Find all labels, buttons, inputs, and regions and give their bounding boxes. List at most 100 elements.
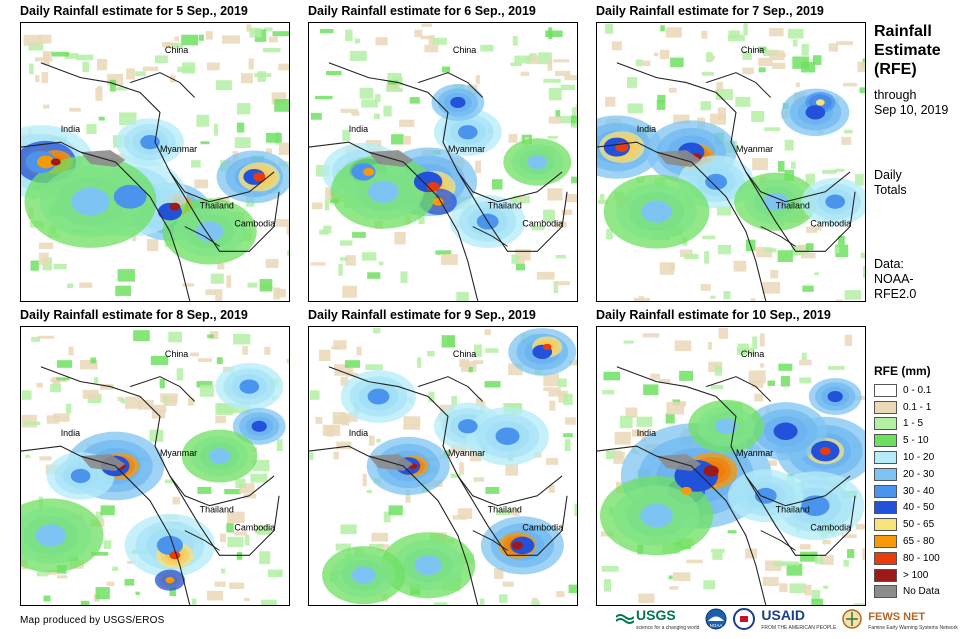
through-text: through Sep 10, 2019 [874, 88, 948, 118]
logo-strip: USGS science for a changing world NOAA U… [616, 605, 958, 633]
map-label-cambodia: Cambodia [810, 523, 851, 533]
map-label-cambodia: Cambodia [522, 219, 563, 229]
legend-item: 20 - 30 [874, 466, 940, 483]
map-label-thailand: Thailand [200, 505, 234, 515]
legend-item: 0 - 0.1 [874, 382, 940, 399]
side-title-line: (RFE) [874, 61, 917, 78]
fewsnet-globe-icon [842, 609, 863, 629]
usaid-logo: USAID FROM THE AMERICAN PEOPLE [761, 607, 836, 631]
legend-swatch [874, 400, 897, 414]
map-label-myanmar: Myanmar [448, 144, 485, 154]
map-label-china: China [165, 349, 188, 359]
usaid-text: USAID [761, 607, 805, 623]
panel-title: Daily Rainfall estimate for 9 Sep., 2019 [308, 308, 536, 322]
legend-item: 80 - 100 [874, 550, 940, 567]
daily-totals-text: Daily Totals [874, 168, 907, 198]
usaid-tagline: FROM THE AMERICAN PEOPLE [761, 625, 837, 631]
panel-title: Daily Rainfall estimate for 7 Sep., 2019 [596, 4, 824, 18]
legend-label: No Data [903, 586, 940, 598]
legend-label: 0.1 - 1 [903, 401, 932, 413]
map-label-china: China [741, 349, 764, 359]
legend-swatch [874, 551, 897, 565]
legend-swatch [874, 535, 897, 549]
map-label-china: China [453, 45, 476, 55]
through-date: Sep 10, 2019 [874, 103, 949, 117]
noaa-text: NOAA [710, 623, 723, 628]
legend-item: > 100 [874, 567, 940, 584]
map-label-cambodia: Cambodia [234, 523, 275, 533]
usgs-tagline: science for a changing world [636, 625, 700, 631]
fewsnet-logo: FEWS NET Famine Early Warning Systems Ne… [868, 607, 958, 631]
legend-title: RFE (mm) [874, 364, 931, 378]
map-label-china: China [453, 349, 476, 359]
legend-item: 0.1 - 1 [874, 399, 940, 416]
legend-item: 5 - 10 [874, 432, 940, 449]
noaa-logo-icon: NOAA [705, 608, 727, 630]
map-label-china: China [741, 45, 764, 55]
fewsnet-text: FEWS NET [868, 611, 926, 623]
legend-item: 1 - 5 [874, 416, 940, 433]
legend-item: 30 - 40 [874, 483, 940, 500]
data-source-line: NOAA- [874, 272, 914, 286]
legend-label: 5 - 10 [903, 435, 929, 447]
legend-label: 20 - 30 [903, 468, 935, 480]
rainfall-map: China India Myanmar Thailand Cambodia [596, 326, 866, 606]
data-source-text: Data: NOAA- RFE2.0 [874, 257, 916, 302]
map-label-india: India [637, 124, 656, 134]
legend-label: > 100 [903, 569, 929, 581]
rainfall-map: China India Myanmar Thailand Cambodia [596, 22, 866, 302]
through-label: through [874, 88, 917, 102]
map-label-myanmar: Myanmar [160, 144, 197, 154]
legend-item: 40 - 50 [874, 500, 940, 517]
legend-item: 65 - 80 [874, 533, 940, 550]
legend-swatch [874, 417, 897, 431]
legend-swatch [874, 484, 897, 498]
rainfall-map: China India Myanmar Thailand Cambodia [20, 326, 290, 606]
map-label-thailand: Thailand [776, 201, 810, 211]
panel-title: Daily Rainfall estimate for 6 Sep., 2019 [308, 4, 536, 18]
data-source-line: RFE2.0 [874, 287, 917, 301]
legend-swatch [874, 518, 897, 532]
side-title-line: Rainfall [874, 23, 932, 40]
daily-label: Daily [874, 168, 902, 182]
legend-label: 50 - 65 [903, 519, 935, 531]
legend-swatch [874, 568, 897, 582]
map-label-myanmar: Myanmar [160, 448, 197, 458]
map-label-thailand: Thailand [488, 505, 522, 515]
usgs-wave-icon [616, 614, 634, 624]
legend-swatch [874, 585, 897, 599]
data-label: Data: [874, 257, 904, 271]
usgs-logo: USGS science for a changing world [616, 607, 699, 631]
map-label-india: India [349, 124, 368, 134]
usaid-seal-icon [733, 608, 756, 630]
usgs-text: USGS [636, 607, 676, 623]
map-label-india: India [61, 428, 80, 438]
map-label-thailand: Thailand [776, 505, 810, 515]
legend-swatch [874, 451, 897, 465]
legend-label: 65 - 80 [903, 536, 935, 548]
map-label-cambodia: Cambodia [522, 523, 563, 533]
credit-text: Map produced by USGS/EROS [20, 615, 165, 626]
side-title-line: Estimate [874, 42, 941, 59]
fewsnet-tagline: Famine Early Warning Systems Network [868, 625, 958, 631]
legend-label: 40 - 50 [903, 502, 935, 514]
legend-item: 10 - 20 [874, 449, 940, 466]
map-label-thailand: Thailand [488, 201, 522, 211]
legend-label: 80 - 100 [903, 552, 940, 564]
legend-swatch [874, 383, 897, 397]
legend-swatch [874, 501, 897, 515]
panel-title: Daily Rainfall estimate for 8 Sep., 2019 [20, 308, 248, 322]
rainfall-map: China India Myanmar Thailand Cambodia [308, 326, 578, 606]
legend-label: 30 - 40 [903, 485, 935, 497]
rainfall-map: China India Myanmar Thailand Cambodia [20, 22, 290, 302]
rainfall-map: China India Myanmar Thailand Cambodia [308, 22, 578, 302]
legend-item: 50 - 65 [874, 516, 940, 533]
map-label-myanmar: Myanmar [736, 144, 773, 154]
map-label-myanmar: Myanmar [736, 448, 773, 458]
